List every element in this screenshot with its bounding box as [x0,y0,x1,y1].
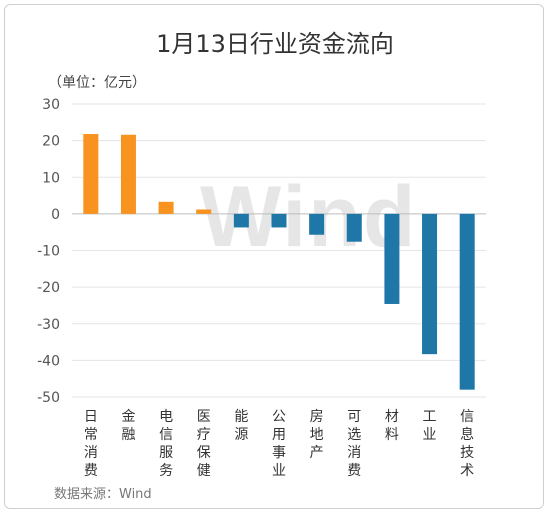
bar-10 [422,213,438,355]
category-label: 公用事业 [272,409,286,479]
category-label: 电信服务 [159,409,173,479]
bar-11 [459,213,475,390]
chart-frame [4,4,544,509]
bar-layer [83,134,475,390]
y-tick-label: -40 [37,353,60,369]
bar-5 [233,213,249,228]
y-tick-label: 10 [42,170,60,186]
y-tick-label: 30 [42,97,60,113]
category-label: 工业 [423,409,437,443]
grid-layer [72,103,486,398]
category-label: 信息技术 [460,409,474,479]
category-label: 能源 [234,409,248,443]
bar-9 [384,213,400,304]
bar-1 [83,134,99,214]
category-label: 医疗保健 [197,409,211,479]
bar-3 [158,201,174,214]
y-tick-layer: 30 20 10 0 -10 -20 -30 -40 -50 [37,97,60,406]
category-label: 可选消费 [347,409,361,479]
category-label: 材料 [385,409,399,443]
unit-label: （单位：亿元） [48,75,146,91]
y-tick-label: -30 [37,317,60,333]
category-label: 日常消费 [84,409,98,479]
y-tick-label: 20 [42,134,60,150]
y-tick-label: -10 [37,244,60,260]
y-tick-label: -20 [37,280,60,296]
source-label: 数据来源：Wind [54,487,152,502]
bar-4 [196,209,212,214]
bar-7 [309,213,325,235]
chart-title: 1月13日行业资金流向 [156,30,394,58]
y-tick-label: -50 [37,390,60,406]
bar-2 [120,134,136,214]
category-label: 房地产 [310,409,324,461]
category-label: 金融 [121,409,135,443]
bar-6 [271,213,287,228]
y-tick-label: 0 [51,207,60,223]
bar-8 [346,213,362,242]
